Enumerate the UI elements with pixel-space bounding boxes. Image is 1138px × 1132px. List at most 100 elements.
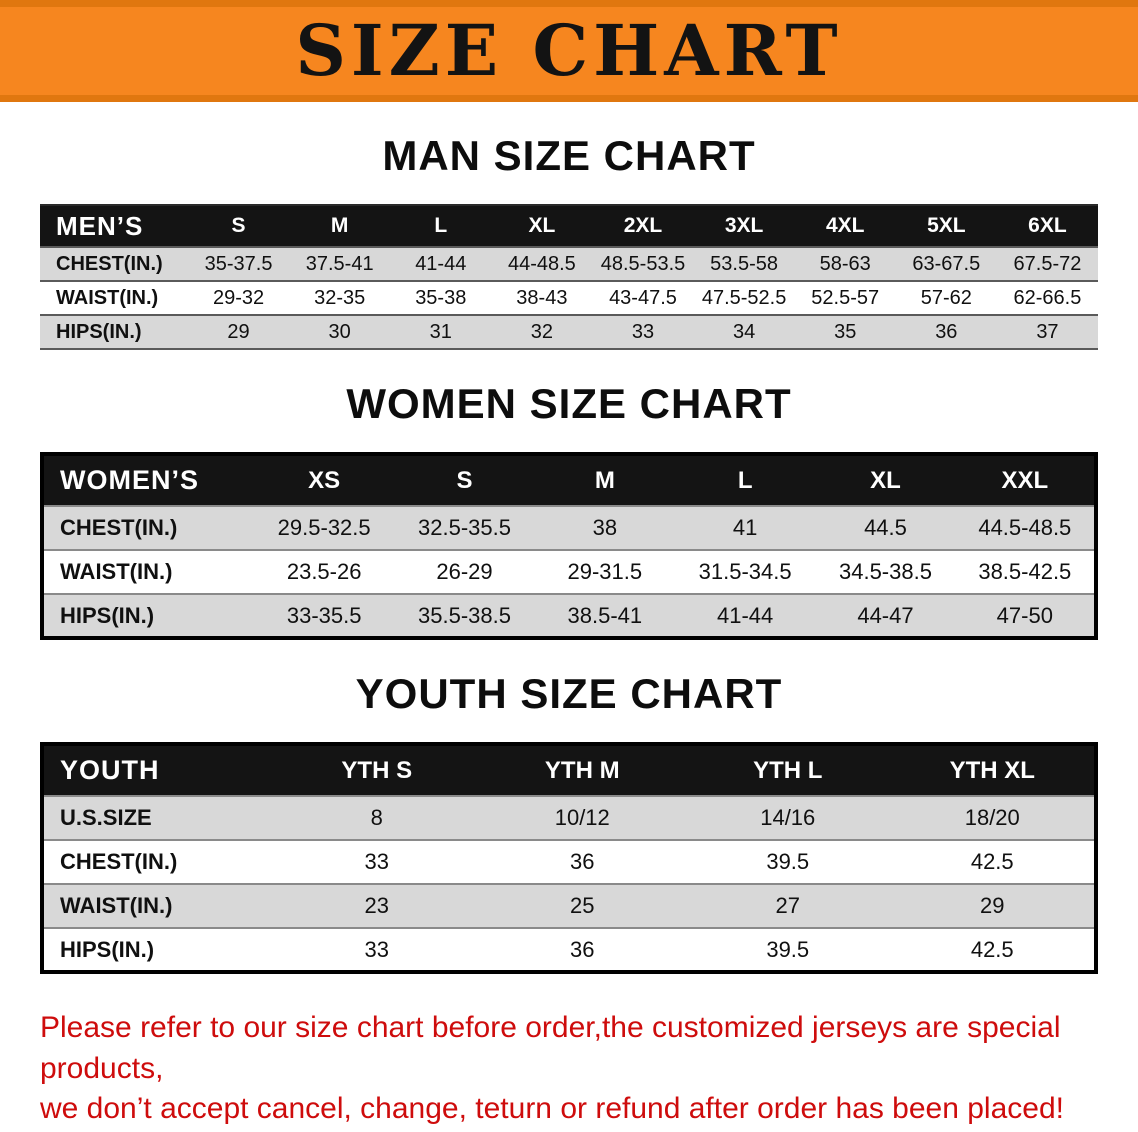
value-cell: 48.5-53.5 (600, 252, 686, 275)
value-cell: 44-48.5 (507, 252, 576, 275)
value-cell: 29-32 (212, 286, 265, 309)
table-title-cell: YOUTH (42, 744, 274, 796)
table-title-cell: WOMEN’S (42, 454, 254, 506)
value-cell: 44.5-48.5 (978, 515, 1072, 540)
value-cell: 18/20 (964, 805, 1020, 830)
value-cell: 31.5-34.5 (698, 559, 792, 584)
measurement-row: WAIST(IN.) 29-32 32-35 35-38 38-43 43-47.5 47.… (40, 281, 1098, 315)
table-title-cell: MEN’S (40, 205, 188, 247)
youth-size-table: YOUTH YTH S YTH M YTH L YTH XL U.S.SIZE 8 10/12… (40, 742, 1098, 974)
value-cell: 35.5-38.5 (418, 602, 511, 628)
measurement-row: U.S.SIZE 8 10/12 14/16 18/20 (42, 796, 1096, 840)
value-cell: 37 (1036, 320, 1059, 343)
value-cell: 33-35.5 (286, 602, 362, 628)
value-cell: 52.5-57 (811, 286, 880, 309)
notice-line-1: Please refer to our size chart before or… (40, 1011, 1061, 1085)
size-header-cell: YTH S (274, 744, 480, 796)
value-cell: 29-31.5 (567, 559, 643, 584)
value-cell: 63-67.5 (912, 252, 981, 275)
size-header-cell: M (534, 454, 675, 506)
value-cell: 39.5 (766, 936, 810, 962)
women-size-table: WOMEN’S XS S M L XL XXL CHEST(IN.) 29.5-32.5 32.5… (40, 452, 1098, 640)
value-cell: 23 (364, 893, 389, 918)
size-header-cell: XS (254, 454, 395, 506)
measurement-row: HIPS(IN.) 33 36 39.5 42.5 (42, 928, 1096, 972)
measurement-row: HIPS(IN.) 29 30 31 32 33 34 35 36 37 (40, 315, 1098, 349)
row-label: WAIST(IN.) (60, 559, 173, 584)
size-header-cell: YTH L (685, 744, 891, 796)
row-label: HIPS(IN.) (56, 320, 142, 343)
measurement-row: CHEST(IN.) 35-37.5 37.5-41 41-44 44-48.5 48.5… (40, 247, 1098, 281)
women-size-section: WOMEN SIZE CHART WOMEN’S XS S M L XL XXL CHEST(… (0, 380, 1138, 640)
value-cell: 41-44 (415, 252, 467, 275)
value-cell: 42.5 (970, 936, 1014, 962)
size-header-cell: YTH M (479, 744, 685, 796)
value-cell: 29 (227, 320, 250, 343)
value-cell: 27 (775, 893, 800, 918)
notice-line-2: we don’t accept cancel, change, teturn o… (40, 1092, 1064, 1125)
row-label: WAIST(IN.) (60, 893, 173, 918)
size-header-cell: YTH XL (890, 744, 1096, 796)
measurement-row: WAIST(IN.) 23 25 27 29 (42, 884, 1096, 928)
value-cell: 33 (631, 320, 655, 343)
value-cell: 57-62 (920, 286, 972, 309)
value-cell: 38 (592, 515, 618, 540)
value-cell: 36 (935, 320, 958, 343)
value-cell: 38.5-42.5 (978, 559, 1072, 584)
size-header-cell: 6XL (996, 205, 1098, 247)
page-title: SIZE CHART (295, 9, 843, 92)
value-cell: 25 (570, 893, 595, 918)
value-cell: 53.5-58 (710, 252, 779, 275)
header-row: MEN’S S M L XL 2XL 3XL 4XL 5XL 6XL (40, 205, 1098, 247)
measurement-row: WAIST(IN.) 23.5-26 26-29 29-31.5 31.5-34.5 34… (42, 550, 1096, 594)
row-label: U.S.SIZE (60, 805, 152, 830)
row-label: HIPS(IN.) (60, 602, 155, 628)
value-cell: 8 (370, 805, 383, 830)
value-cell: 29.5-32.5 (277, 515, 371, 540)
women-section-heading: WOMEN SIZE CHART (346, 380, 792, 427)
men-section-heading: MAN SIZE CHART (382, 132, 756, 179)
row-label: CHEST(IN.) (60, 515, 178, 540)
value-cell: 37.5-41 (305, 252, 374, 275)
measurement-row: HIPS(IN.) 33-35.5 35.5-38.5 38.5-41 41-44 44-… (42, 594, 1096, 638)
value-cell: 38.5-41 (567, 602, 643, 628)
size-header-cell: XL (491, 205, 593, 247)
size-header-cell: S (188, 205, 290, 247)
youth-section-heading: YOUTH SIZE CHART (355, 670, 783, 717)
value-cell: 34 (732, 320, 756, 343)
value-cell: 26-29 (436, 559, 493, 584)
size-header-cell: L (674, 454, 816, 506)
youth-size-section: YOUTH SIZE CHART YOUTH YTH S YTH M YTH L YTH… (0, 670, 1138, 974)
value-cell: 31 (429, 320, 452, 343)
value-cell: 33 (364, 849, 389, 874)
value-cell: 44.5 (864, 515, 907, 540)
value-cell: 32.5-35.5 (418, 515, 511, 540)
value-cell: 32 (530, 320, 553, 343)
value-cell: 39.5 (766, 849, 810, 874)
size-header-cell: 4XL (794, 205, 896, 247)
men-size-section: MAN SIZE CHART MEN’S S M L XL 2XL 3XL 4XL 5XL 6XL… (0, 132, 1138, 350)
banner: SIZE CHART (0, 0, 1138, 102)
header-row: YOUTH YTH S YTH M YTH L YTH XL (42, 744, 1096, 796)
value-cell: 58-63 (819, 252, 871, 275)
size-header-cell: XXL (955, 454, 1096, 506)
header-row: WOMEN’S XS S M L XL XXL (42, 454, 1096, 506)
row-label: WAIST(IN.) (56, 286, 159, 309)
value-cell: 44-47 (857, 602, 914, 628)
row-label: CHEST(IN.) (56, 252, 163, 275)
size-header-cell: S (394, 454, 535, 506)
order-notice: Please refer to our size chart before or… (40, 1008, 1098, 1130)
value-cell: 38-43 (516, 286, 568, 309)
value-cell: 35-37.5 (204, 252, 273, 275)
value-cell: 34.5-38.5 (838, 559, 932, 584)
value-cell: 35-38 (415, 286, 467, 309)
value-cell: 41-44 (717, 602, 774, 628)
value-cell: 62-66.5 (1013, 286, 1082, 309)
measurement-row: CHEST(IN.) 29.5-32.5 32.5-35.5 38 41 44.5 44.5… (42, 506, 1096, 550)
value-cell: 14/16 (760, 805, 816, 830)
value-cell: 36 (570, 849, 595, 874)
value-cell: 47.5-52.5 (701, 286, 787, 309)
value-cell: 42.5 (970, 849, 1014, 874)
value-cell: 67.5-72 (1013, 252, 1082, 275)
